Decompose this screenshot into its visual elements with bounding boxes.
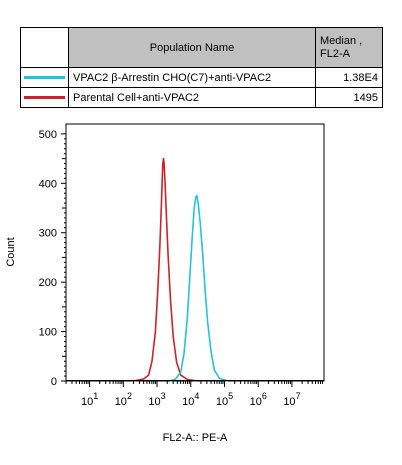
y-axis: 0 100 200 300 400 500 [39,129,66,388]
y-tick-label: 400 [39,178,57,190]
histogram-series-parental [133,157,198,382]
x-tick-exponent: 7 [296,391,301,401]
x-tick-label: 102 [115,391,132,408]
legend-swatch-cyan [24,76,65,79]
series-layer [66,157,324,382]
plot-frame [65,123,325,382]
x-tick-base: 10 [115,396,127,408]
x-tick-exponent: 3 [161,391,166,401]
y-tick-label: 200 [39,277,57,289]
header-median-line2: FL2-A [320,47,350,60]
x-tick-exponent: 1 [93,391,98,401]
histogram-series-vpac2 [170,194,229,382]
x-tick-base: 10 [148,396,160,408]
x-tick-base: 10 [283,396,295,408]
legend-swatch-red [24,96,65,99]
x-tick-label: 101 [81,391,98,408]
legend-swatch-cell [20,87,69,108]
x-tick-label: 105 [216,391,233,408]
x-tick-base: 10 [182,396,194,408]
x-tick-exponent: 6 [262,391,267,401]
x-tick-exponent: 2 [127,391,132,401]
x-tick-label: 107 [283,391,300,408]
x-tick-exponent: 5 [228,391,233,401]
x-axis: 101 102 103 104 105 106 107 [65,381,323,408]
legend-row-name: VPAC2 β-Arrestin CHO(C7)+anti-VPAC2 [68,67,316,88]
y-tick-label: 500 [39,129,57,141]
x-tick-exponent: 4 [194,391,199,401]
y-tick-label: 100 [39,327,57,339]
y-axis-title: Count [5,237,17,266]
header-median: Median , FL2-A [315,27,383,68]
x-tick-base: 10 [81,396,93,408]
x-tick-label: 106 [250,391,267,408]
y-tick-label: 0 [51,376,57,388]
x-tick-label: 103 [148,391,165,408]
x-tick-label: 104 [182,391,199,408]
legend-row-median: 1495 [315,87,383,108]
x-axis-title: FL2-A:: PE-A [163,432,228,444]
header-population-name: Population Name [68,27,316,68]
legend-swatch-cell [20,67,69,88]
legend-corner-cell [20,27,69,68]
x-tick-base: 10 [216,396,228,408]
legend-table: Population Name Median , FL2-A VPAC2 β-A… [20,27,383,108]
header-median-line1: Median , [320,34,363,47]
legend-row-name: Parental Cell+anti-VPAC2 [68,87,316,108]
x-tick-base: 10 [250,396,262,408]
y-tick-label: 300 [39,228,57,240]
legend-row-median: 1.38E4 [315,67,383,88]
